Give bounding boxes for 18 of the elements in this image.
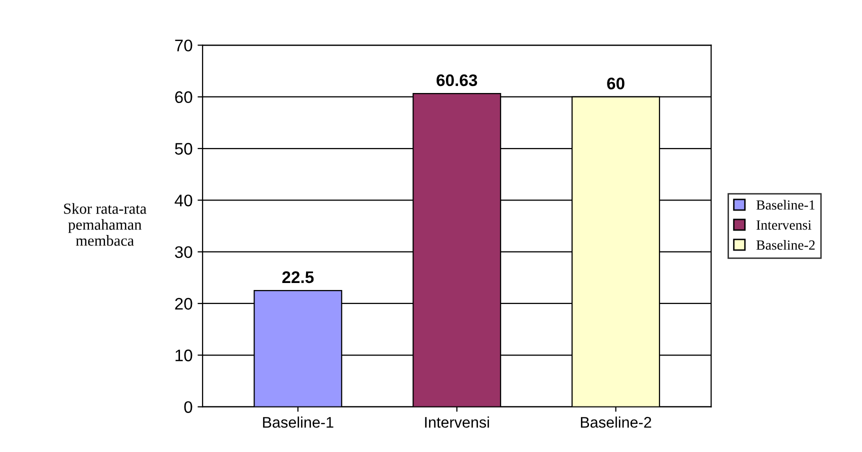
x-tick-label: Baseline-1: [263, 416, 334, 428]
y-tick-label: 70: [175, 40, 192, 52]
data-label: 22.5: [282, 271, 314, 284]
y-tick-label: 30: [174, 246, 192, 258]
y-tick-label: 60: [175, 91, 192, 104]
y-axis-title: Skor rata-rata pemahaman membaca: [64, 203, 146, 246]
y-tick-label: 20: [175, 298, 192, 310]
legend-label: Baseline-2: [756, 240, 815, 250]
data-label: 60: [607, 78, 624, 90]
y-tick-label: 40: [174, 194, 192, 206]
legend-label: Baseline-1: [756, 200, 815, 210]
data-label: 60.63: [436, 74, 478, 86]
x-tick-label: Intervensi: [425, 416, 489, 428]
y-tick-label: 50: [174, 142, 192, 155]
legend-label: Intervensi: [756, 220, 812, 230]
y-tick-label: 10: [176, 350, 192, 362]
y-tick-label: 0: [184, 401, 192, 414]
x-tick-label: Baseline-2: [580, 416, 652, 428]
